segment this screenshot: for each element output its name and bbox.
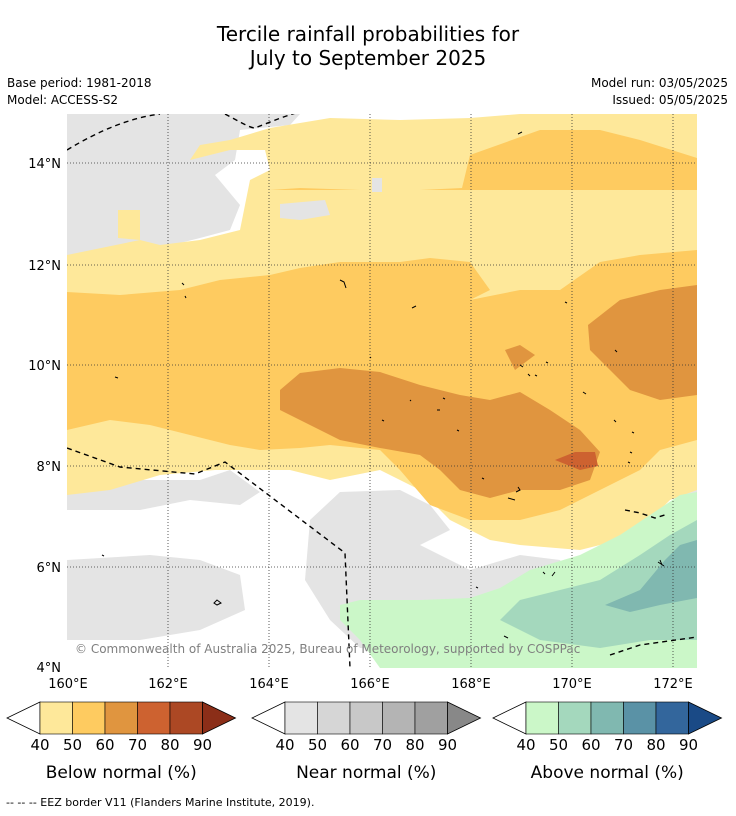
colorbar-min-arrow — [251, 701, 286, 735]
colorbar-tick-label: 50 — [63, 736, 82, 754]
lon-tick-164: 164°E — [249, 677, 289, 692]
colorbar-swatch — [284, 701, 318, 735]
lat-tick-4: 4°N — [37, 661, 62, 676]
colorbar-tick-label: 80 — [405, 736, 424, 754]
colorbar-tick-label: 90 — [438, 736, 457, 754]
colorbar-swatch — [39, 701, 73, 735]
lon-tick-172: 172°E — [653, 677, 693, 692]
issued-date: Issued: 05/05/2025 — [612, 93, 728, 107]
colorbar-swatch — [558, 701, 592, 735]
colorbar-swatch — [382, 701, 416, 735]
colorbar-tick-label: 60 — [340, 736, 359, 754]
copyright-text: © Commonwealth of Australia 2025, Bureau… — [75, 642, 580, 656]
colorbar-0: 40 50 60 70 80 90 Below normal (%) — [6, 701, 237, 783]
colorbar-tick-label: 50 — [549, 736, 568, 754]
title-line-2: July to September 2025 — [249, 46, 487, 70]
colorbar-min-arrow — [492, 701, 527, 735]
below-normal-60-east — [588, 285, 697, 400]
colorbar-title: Near normal (%) — [296, 763, 436, 783]
colorbar-swatch — [349, 701, 383, 735]
colorbar-tick-label: 90 — [679, 736, 698, 754]
colorbar-swatch — [590, 701, 624, 735]
colorbar-swatch — [525, 701, 559, 735]
colorbar-tick-label: 40 — [516, 736, 535, 754]
colorbar-swatch — [623, 701, 657, 735]
colorbar-min-arrow — [6, 701, 41, 735]
below-normal-60-region — [280, 368, 600, 498]
colorbar-tick-label: 40 — [30, 736, 49, 754]
meta-right: Model run: 03/05/2025 Issued: 05/05/2025 — [591, 75, 728, 109]
colorbar-swatch — [72, 701, 106, 735]
lat-tick-6: 6°N — [37, 561, 62, 576]
colorbar-max-arrow — [202, 701, 237, 735]
colorbar-swatch — [169, 701, 203, 735]
colorbar-tick-label: 70 — [614, 736, 633, 754]
islands — [101, 131, 665, 639]
below-normal-70-region — [555, 452, 598, 470]
lat-tick-labels: 4°N 6°N 8°N 10°N 12°N 14°N — [28, 157, 61, 676]
colorbar-tick-label: 60 — [581, 736, 600, 754]
colorbar-tick-label: 90 — [193, 736, 212, 754]
gridlines — [67, 114, 697, 668]
lon-tick-170: 170°E — [552, 677, 592, 692]
lat-tick-12: 12°N — [28, 259, 61, 274]
lat-tick-8: 8°N — [37, 460, 62, 475]
near-normal-sw-region — [67, 555, 245, 640]
colorbar-tick-label: 60 — [95, 736, 114, 754]
meta-left: Base period: 1981-2018 Model: ACCESS-S2 — [7, 75, 152, 109]
lat-tick-10: 10°N — [28, 359, 61, 374]
colorbar-swatch — [317, 701, 351, 735]
near-normal-inner-patch — [280, 200, 330, 220]
lon-tick-162: 162°E — [148, 677, 188, 692]
colorbar-tick-label: 80 — [646, 736, 665, 754]
colorbar-swatch — [655, 701, 689, 735]
title-line-1: Tercile rainfall probabilities for — [216, 22, 520, 46]
colorbar-tick-label: 40 — [275, 736, 294, 754]
colorbar-swatch — [104, 701, 138, 735]
below-normal-60-small — [505, 345, 535, 370]
lon-tick-160: 160°E — [48, 677, 88, 692]
map-area — [67, 114, 697, 668]
colorbar-tick-label: 70 — [373, 736, 392, 754]
above-normal-50-region — [500, 520, 697, 648]
eez-borders — [67, 114, 697, 668]
colorbar-2: 40 50 60 70 80 90 Above normal (%) — [492, 701, 723, 783]
colorbar-tick-label: 70 — [128, 736, 147, 754]
lat-tick-14: 14°N — [28, 157, 61, 172]
near-normal-w8-patch — [67, 470, 260, 510]
map-title: Tercile rainfall probabilities for July … — [0, 22, 736, 70]
eez-footnote: -- -- -- EEZ border V11 (Flanders Marine… — [6, 796, 315, 809]
colorbar-swatch — [137, 701, 171, 735]
model-run: Model run: 03/05/2025 — [590, 76, 728, 90]
colorbar-tick-label: 50 — [308, 736, 327, 754]
near-normal-small-patch — [372, 178, 382, 192]
model-name: Model: ACCESS-S2 — [7, 93, 119, 107]
colorbar-max-arrow — [447, 701, 482, 735]
lon-tick-labels: 160°E 162°E 164°E 166°E 168°E 170°E 172°… — [48, 677, 693, 692]
colorbar-title: Above normal (%) — [531, 763, 684, 783]
colorbar-max-arrow — [688, 701, 723, 735]
colorbar-title: Below normal (%) — [46, 763, 197, 783]
above-normal-60-region — [605, 540, 697, 612]
base-period: Base period: 1981-2018 — [7, 76, 152, 90]
colorbar-legends: 40 50 60 70 80 90 Below normal (%) 40 50 60 70 80 90… — [6, 701, 723, 783]
colorbar-tick-label: 80 — [160, 736, 179, 754]
lon-tick-166: 166°E — [350, 677, 390, 692]
colorbar-swatch — [414, 701, 448, 735]
lon-tick-168: 168°E — [451, 677, 491, 692]
